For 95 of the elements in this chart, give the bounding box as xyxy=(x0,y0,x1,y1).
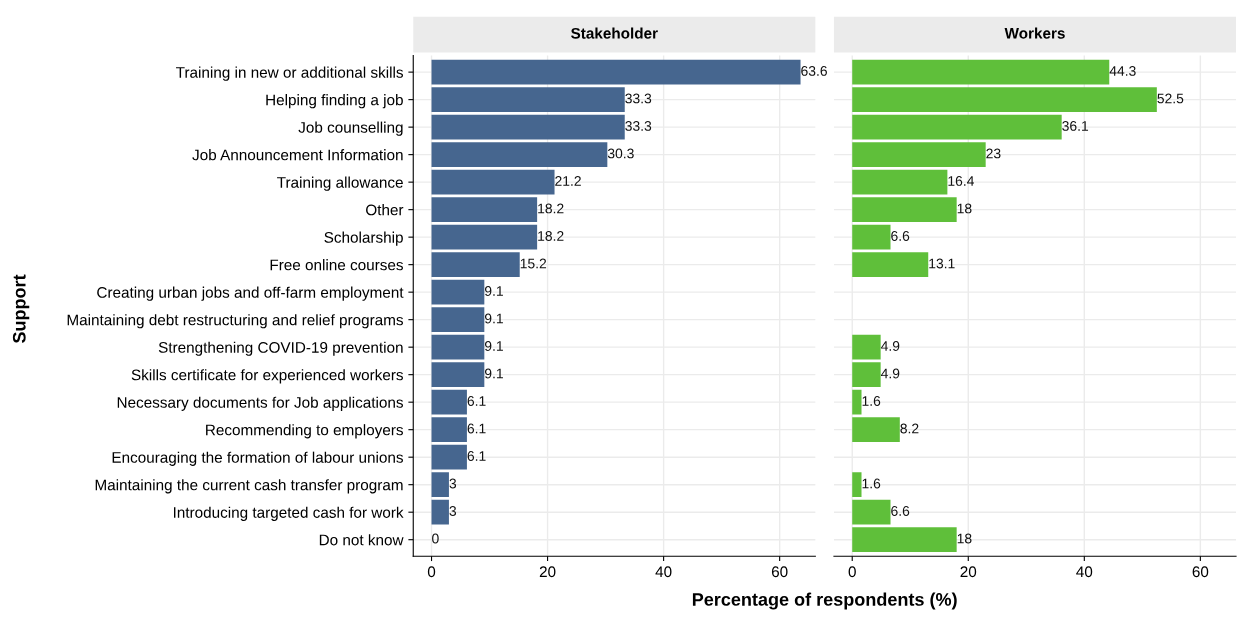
bar xyxy=(431,87,625,112)
y-tick-label: Training allowance xyxy=(277,176,403,191)
x-tick-label: 60 xyxy=(1192,566,1209,578)
data-label: 18.2 xyxy=(538,203,564,214)
y-tick-label: Necessary documents for Job applications xyxy=(117,396,403,411)
data-label: 23 xyxy=(986,148,1001,159)
data-label: 33.3 xyxy=(625,121,652,131)
y-tick-label: Scholarship xyxy=(324,231,403,246)
x-tick-label: 40 xyxy=(1076,566,1093,578)
bar xyxy=(852,362,881,388)
data-label: 6.1 xyxy=(467,396,486,406)
bar xyxy=(852,169,948,195)
y-tick-label: Helping finding a job xyxy=(266,94,403,109)
data-label: 9.1 xyxy=(484,368,503,379)
data-label: 4.9 xyxy=(880,341,900,351)
x-tick-label: 40 xyxy=(655,566,672,578)
data-label: 44.3 xyxy=(1109,66,1136,76)
bar xyxy=(852,527,957,553)
x-axis-title: Percentage of respondents (%) xyxy=(692,592,957,610)
data-label: 4.9 xyxy=(880,368,900,379)
data-label: 36.1 xyxy=(1062,121,1089,131)
bar xyxy=(431,499,449,525)
y-tick-label: Training in new or additional skills xyxy=(176,66,403,81)
bar xyxy=(852,197,957,223)
bar xyxy=(431,279,485,305)
data-label: 52.5 xyxy=(1157,93,1184,104)
bar xyxy=(852,252,929,278)
bar xyxy=(431,444,467,470)
bar xyxy=(852,59,1110,85)
bar xyxy=(852,389,862,415)
bar xyxy=(431,197,538,223)
chart-title: Workers xyxy=(1004,27,1065,39)
y-tick-label: Do not know xyxy=(319,534,404,546)
bar xyxy=(431,114,625,140)
x-tick-label: 20 xyxy=(960,566,977,578)
data-label: 18 xyxy=(957,203,972,214)
data-label: 30.3 xyxy=(607,148,634,159)
y-tick-label: Maintaining the current cash transfer program xyxy=(95,479,403,494)
bar xyxy=(431,59,801,85)
bar xyxy=(431,142,608,168)
y-tick-label: Free online courses xyxy=(270,259,403,271)
data-label: 6.1 xyxy=(467,423,486,434)
y-tick-label: Other xyxy=(366,204,404,216)
data-label: 15.2 xyxy=(520,258,547,269)
bar xyxy=(431,169,555,195)
data-label: 33.3 xyxy=(625,93,652,104)
data-label: 6.6 xyxy=(891,506,910,516)
data-label: 1.6 xyxy=(862,478,881,489)
data-label: 3 xyxy=(449,478,457,489)
data-label: 9.1 xyxy=(484,286,503,296)
data-label: 8.2 xyxy=(900,423,919,434)
data-label: 18.2 xyxy=(538,231,564,241)
data-label: 63.6 xyxy=(801,66,827,76)
y-tick-label: Job counselling xyxy=(298,121,403,136)
bar xyxy=(431,362,485,388)
y-tick-label: Introducing targeted cash for work xyxy=(173,506,404,521)
bar xyxy=(431,417,467,443)
y-tick-label: Recommending to employers xyxy=(206,424,403,439)
data-label: 13.1 xyxy=(929,258,955,269)
bar xyxy=(431,472,449,498)
y-tick-label: Encouraging the formation of labour unions xyxy=(112,451,403,466)
data-label: 21.2 xyxy=(555,176,581,186)
y-tick-label: Job Announcement Information xyxy=(192,149,403,161)
bar xyxy=(431,334,485,360)
data-label: 9.1 xyxy=(484,313,503,324)
y-tick-label: Creating urban jobs and off-farm employment xyxy=(97,286,404,301)
chart-title: Stakeholder xyxy=(571,27,658,39)
data-label: 18 xyxy=(957,533,972,544)
bar xyxy=(852,142,986,168)
bar xyxy=(852,114,1062,140)
data-label: 6.1 xyxy=(467,451,486,461)
bar xyxy=(852,334,881,360)
data-label: 0 xyxy=(432,533,439,544)
x-tick-label: 0 xyxy=(427,566,436,578)
y-tick-label: Maintaining debt restructuring and relief programs xyxy=(67,314,404,329)
y-tick-label: Skills certificate for experienced workers xyxy=(131,369,403,384)
bar xyxy=(852,87,1157,112)
x-tick-label: 20 xyxy=(539,566,556,578)
bar xyxy=(431,307,485,333)
bar xyxy=(852,499,891,525)
bar xyxy=(431,224,538,250)
y-tick-label: Strengthening COVID-19 prevention xyxy=(158,341,403,356)
data-label: 6.6 xyxy=(891,231,910,241)
data-label: 9.1 xyxy=(484,341,503,351)
x-tick-label: 60 xyxy=(771,566,788,578)
bar xyxy=(431,252,520,278)
bar xyxy=(852,472,862,498)
bar xyxy=(852,417,900,443)
y-axis-title: Support xyxy=(12,274,30,344)
data-label: 3 xyxy=(449,506,457,516)
bar xyxy=(852,224,891,250)
bar xyxy=(431,389,467,415)
x-tick-label: 0 xyxy=(848,566,856,578)
data-label: 1.6 xyxy=(862,396,881,406)
data-label: 16.4 xyxy=(948,176,975,186)
